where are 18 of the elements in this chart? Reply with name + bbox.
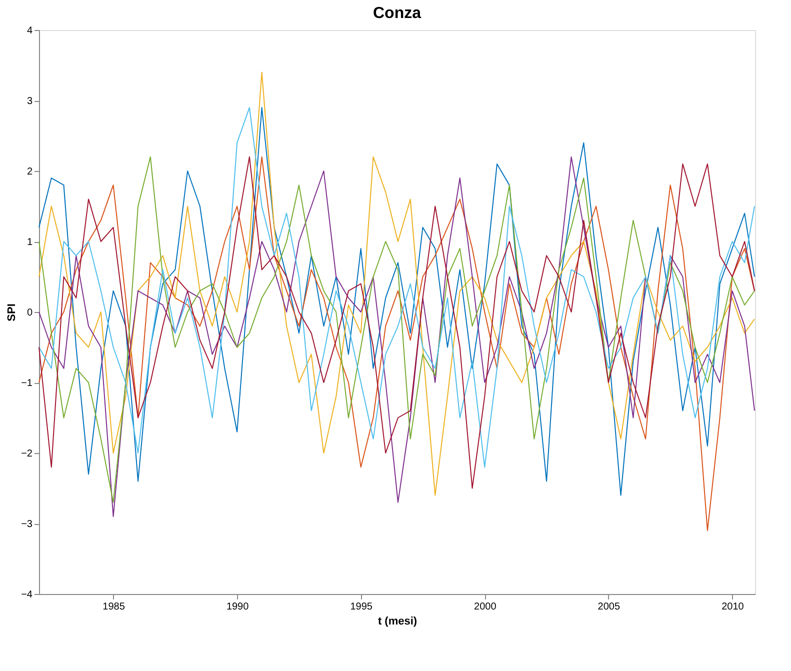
y-tick-label: −1: [21, 378, 33, 389]
y-tick-label: 2: [26, 166, 33, 178]
y-axis-title: SPI: [6, 304, 18, 322]
x-tick-label: 2005: [598, 602, 620, 612]
chart-title: Conza: [373, 5, 422, 22]
x-tick-label: 1985: [102, 602, 126, 612]
x-axis-title: t (mesi): [378, 616, 418, 628]
y-tick-label: −2: [21, 448, 33, 460]
y-tick-label: −4: [21, 590, 33, 600]
x-tick-label: 2000: [474, 602, 497, 612]
y-tick-label: 0: [26, 308, 33, 318]
x-tick-label: 1990: [226, 602, 250, 612]
y-tick-label: 3: [26, 96, 33, 107]
y-tick-label: 1: [26, 237, 33, 248]
y-tick-label: 4: [26, 26, 33, 36]
x-tick-label: 2010: [722, 602, 744, 612]
x-tick-label: 1995: [350, 602, 373, 612]
y-tick-label: −3: [21, 519, 33, 530]
